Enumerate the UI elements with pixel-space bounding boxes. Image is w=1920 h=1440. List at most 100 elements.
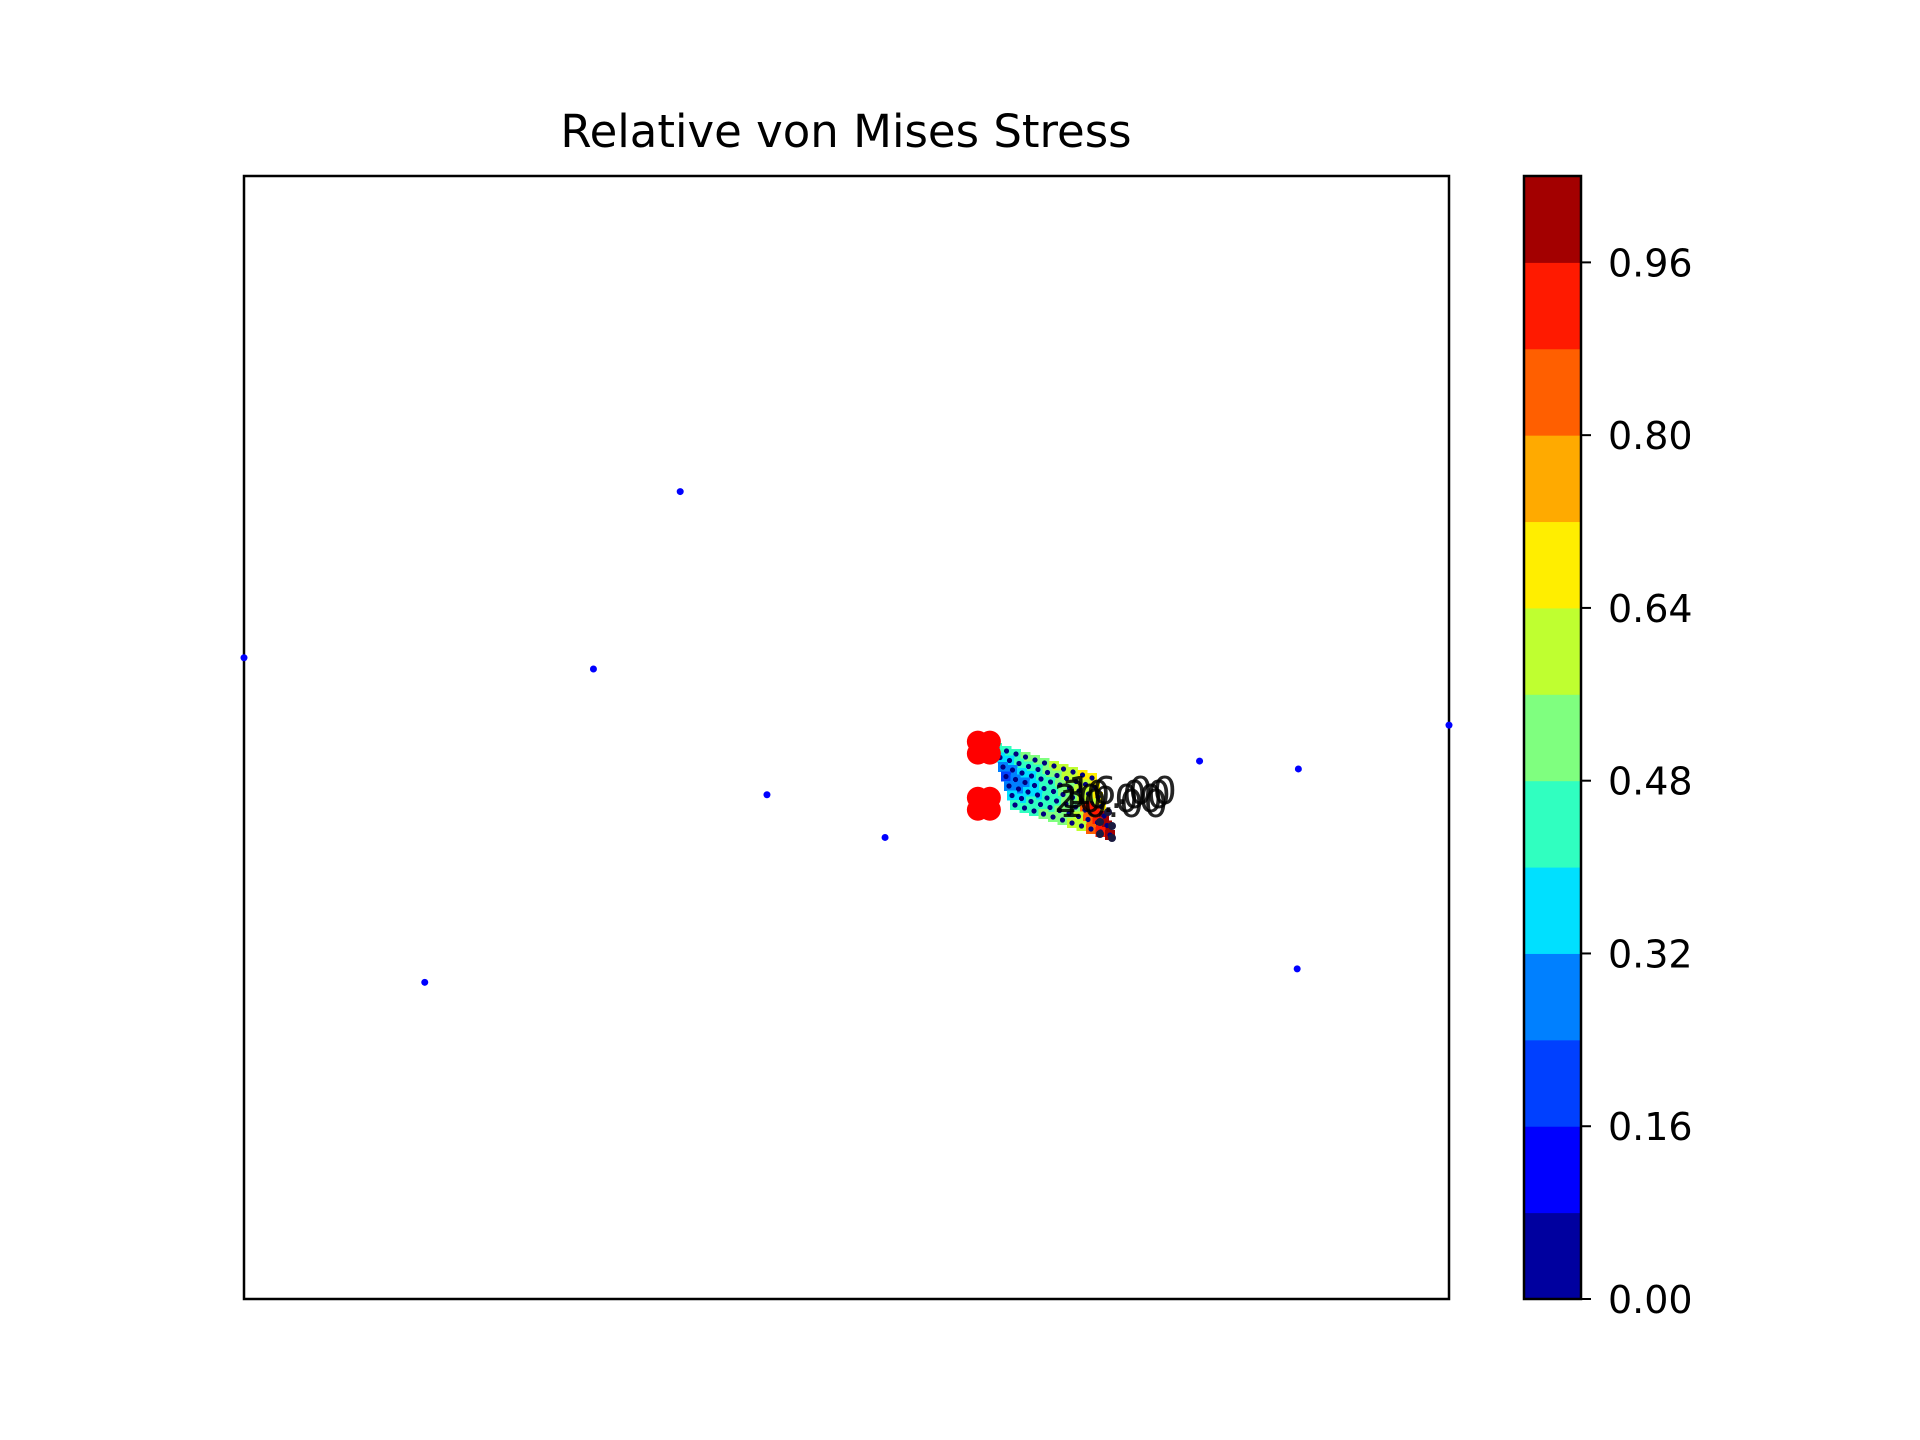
- outer-node-8: [1293, 965, 1301, 973]
- stress-node-4-7: [1072, 804, 1079, 810]
- axes-frame: [242, 174, 1451, 1301]
- stress-node-3-3: [1031, 782, 1038, 789]
- colorbar-band-9: [1524, 435, 1581, 523]
- stress-node-3-1: [1012, 776, 1019, 783]
- colorbar-tick-label-4: 0.64: [1608, 587, 1693, 631]
- stress-node-3-4: [1041, 785, 1047, 792]
- colorbar-tick-label-1: 0.16: [1608, 1105, 1693, 1149]
- tip-node-1: [1108, 822, 1116, 830]
- stress-node-5-5: [1056, 807, 1063, 814]
- stress-node-0-10: [1089, 775, 1095, 781]
- colorbar: 0.00 0.16 0.32 0.48 0.64 0.80 0.96: [1522, 174, 1693, 1322]
- colorbar-band-2: [1524, 1039, 1581, 1127]
- stress-node-4-3: [1034, 792, 1041, 798]
- colorbar-band-1: [1524, 1126, 1581, 1214]
- stress-node-1-2: [1016, 760, 1022, 767]
- outer-nodes: [240, 488, 1453, 986]
- stress-node-0-7: [1060, 766, 1067, 772]
- stress-node-5-0: [1009, 792, 1015, 799]
- chart-title: Relative von Mises Stress: [560, 105, 1131, 158]
- stress-node-6-8: [1088, 826, 1094, 832]
- stress-node-4-0: [1006, 783, 1012, 789]
- stress-node-1-5: [1044, 769, 1051, 776]
- stress-node-5-2: [1028, 798, 1034, 805]
- stress-node-2-10: [1095, 794, 1101, 800]
- colorbar-band-8: [1524, 521, 1581, 609]
- colorbar-ticks: 0.00 0.16 0.32 0.48 0.64 0.80 0.96: [1581, 241, 1693, 1322]
- stress-node-6-2: [1031, 808, 1037, 814]
- colorbar-band-5: [1524, 780, 1581, 868]
- tip-node-3: [1108, 834, 1116, 842]
- colorbar-band-3: [1524, 953, 1581, 1041]
- colorbar-bands: [1524, 176, 1581, 1300]
- outer-node-9: [1445, 721, 1453, 729]
- outer-node-7: [1294, 765, 1302, 773]
- stress-node-2-1: [1009, 767, 1016, 773]
- colorbar-tick-label-3: 0.48: [1608, 760, 1693, 804]
- support-markers: [966, 730, 1001, 821]
- support-marker-1: [966, 786, 1001, 821]
- stress-node-4-4: [1044, 795, 1050, 801]
- stress-node-2-5: [1047, 779, 1054, 785]
- stress-node-2-6: [1057, 782, 1063, 788]
- stress-node-4-2: [1025, 789, 1031, 795]
- stress-node-6-6: [1069, 820, 1075, 826]
- outer-node-0: [240, 654, 248, 662]
- stress-node-5-8: [1085, 816, 1091, 823]
- colorbar-band-7: [1524, 607, 1581, 695]
- stress-node-0-3: [1022, 754, 1029, 760]
- colorbar-tick-label-2: 0.32: [1608, 932, 1693, 976]
- node-label-3: 10.00: [1059, 782, 1168, 826]
- stress-node-1-10: [1092, 784, 1098, 791]
- colorbar-tick-label-0: 0.00: [1608, 1278, 1693, 1322]
- outer-node-3: [763, 791, 771, 799]
- stress-node-5-3: [1037, 801, 1044, 808]
- hot-node-1: [1090, 805, 1100, 815]
- outer-node-6: [1196, 757, 1204, 765]
- stress-node-3-6: [1060, 791, 1066, 798]
- stress-node-2-7: [1066, 785, 1073, 791]
- stress-node-6-4: [1050, 814, 1056, 820]
- stress-node-1-3: [1025, 763, 1032, 770]
- stress-node-3-0: [1003, 773, 1009, 780]
- stress-node-0-6: [1051, 763, 1057, 769]
- stress-node-1-8: [1073, 778, 1079, 785]
- stress-node-3-2: [1022, 779, 1028, 786]
- stress-node-1-6: [1054, 772, 1060, 779]
- tip-node-5: [1104, 808, 1112, 816]
- stress-node-6-5: [1059, 817, 1066, 823]
- colorbar-tick-label-5: 0.80: [1608, 414, 1693, 458]
- stress-node-2-0: [1000, 764, 1006, 770]
- stress-node-3-7: [1069, 794, 1076, 801]
- stress-node-1-1: [1006, 757, 1013, 764]
- stress-node-3-5: [1050, 788, 1057, 795]
- stress-node-3-10: [1098, 803, 1104, 810]
- stress-node-4-6: [1063, 801, 1069, 807]
- colorbar-band-12: [1524, 176, 1581, 263]
- stress-node-2-4: [1038, 776, 1044, 782]
- colorbar-band-6: [1524, 694, 1581, 782]
- stress-node-2-8: [1076, 788, 1082, 794]
- stress-node-0-2: [1013, 751, 1019, 757]
- outer-node-5: [421, 978, 429, 986]
- stress-node-0-5: [1041, 760, 1048, 766]
- node-label-1: 20.00: [1054, 777, 1163, 821]
- tip-node-0: [1096, 818, 1104, 826]
- outer-node-4: [881, 833, 889, 841]
- node-label-2: 16.00: [1068, 769, 1177, 813]
- stress-node-2-2: [1019, 770, 1025, 776]
- colorbar-band-4: [1524, 867, 1581, 954]
- colorbar-frame: [1522, 174, 1583, 1301]
- node-label-0: 30.00: [1062, 773, 1171, 817]
- colorbar-band-10: [1524, 348, 1581, 436]
- stress-node-1-4: [1035, 766, 1041, 773]
- stress-node-6-1: [1021, 805, 1028, 811]
- stress-node-1-7: [1063, 775, 1070, 782]
- stress-node-3-8: [1079, 797, 1085, 804]
- stress-node-5-4: [1047, 804, 1053, 811]
- colorbar-band-0: [1524, 1212, 1581, 1300]
- stress-node-6-0: [1012, 802, 1018, 808]
